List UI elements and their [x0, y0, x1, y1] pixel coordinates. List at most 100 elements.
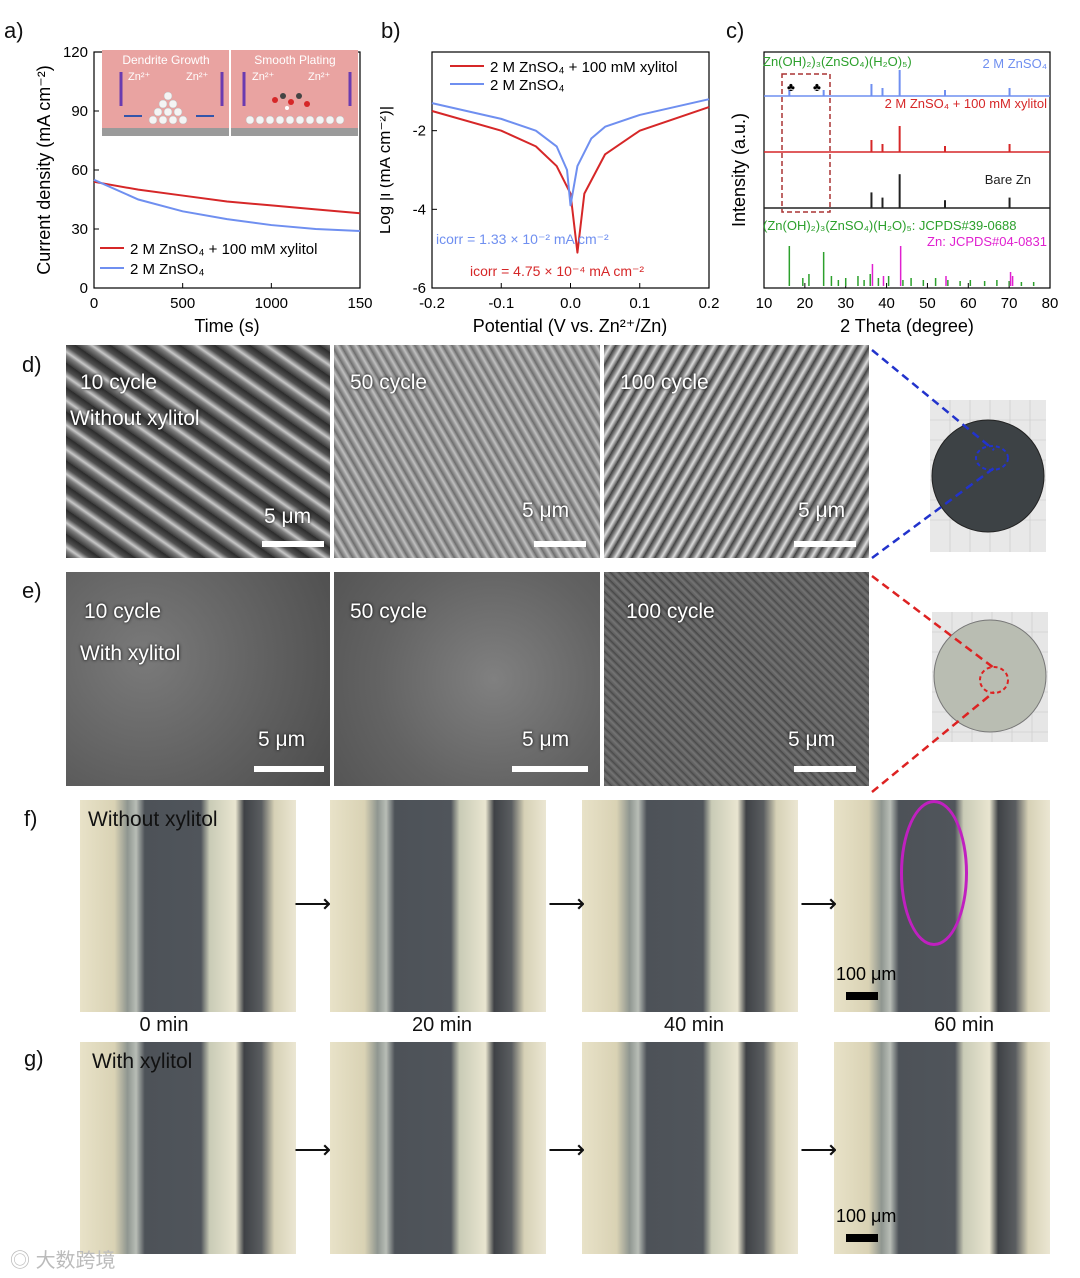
chart-a-ytick-label: 60 [71, 162, 88, 179]
chart-b: -0.2 -0.1 0.0 0.1 0.2 -6 -4 -2 2 M ZnSO₄ + 100 … [380, 51, 720, 336]
chart-c-xlabel: 2 Theta (degree) [840, 316, 974, 336]
electrode-photos [871, 349, 1048, 793]
microscope-image-f-0 [80, 800, 296, 1012]
panel-g-title: With xylitol [92, 1050, 193, 1073]
chart-c-xtick-label: 20 [797, 295, 814, 312]
microscope-scale-bar [846, 992, 878, 1000]
panel-label-f: f) [24, 806, 38, 831]
label-xylitol: 2 M ZnSO₄ + 100 mM xylitol [885, 96, 1048, 111]
label-zhs-top: Zn(OH)₂)₃(ZnSO₄)(H₂O)₅) [763, 54, 912, 69]
label-znso4: 2 M ZnSO₄ [982, 56, 1047, 71]
sem-e2-scale-text: 5 μm [522, 728, 570, 751]
chart-a-series-1 [93, 178, 361, 232]
chart-a-ytick-label: 90 [71, 103, 88, 120]
sem-e1-scale-text: 5 μm [258, 728, 306, 751]
inset-xylitol-molecules [272, 93, 310, 110]
label-ref-zhs: (Zn(OH)₂)₃(ZnSO₄)(H₂O)₅: JCPDS#39-0688 [763, 218, 1016, 233]
sem-d3-cycle: 100 cycle [620, 371, 709, 394]
inset-ion-3: Zn²⁺ [252, 71, 275, 83]
chart-b-ytick-label: -6 [413, 280, 426, 297]
legend-b-xylitol: 2 M ZnSO₄ + 100 mM xylitol [490, 59, 677, 76]
sem-e2-scale-bar [512, 766, 588, 772]
chart-a-xlabel: Time (s) [194, 316, 259, 336]
sem-d1-note: Without xylitol [70, 407, 200, 430]
watermark: ◎ 大数跨境 [10, 1244, 116, 1273]
arrow-right-icon: ⟶ [800, 888, 838, 918]
time-label-20: 20 min [411, 1014, 473, 1036]
time-label-0: 0 min [139, 1014, 189, 1036]
microscope-scale-text: 100 μm [836, 1206, 897, 1226]
chart-c-xtick-label: 80 [1042, 295, 1059, 312]
arrow-right-icon: ⟶ [800, 1134, 838, 1164]
panel-label-g: g) [24, 1046, 44, 1071]
sem-e3-cycle: 100 cycle [626, 600, 715, 623]
chart-b-ylabel: Log |i (mA cm⁻²)| [380, 106, 394, 234]
sem-d-100-cycle: 100 cycle 5 μm [604, 345, 869, 558]
sem-e1-note: With xylitol [80, 642, 181, 665]
chart-c-lines [764, 70, 1050, 286]
inset-right-title: Smooth Plating [254, 53, 335, 67]
chart-a-inset: Dendrite Growth Smooth Plating Zn²⁺ Zn²⁺… [102, 50, 358, 136]
chart-c-xtick-label: 50 [919, 295, 936, 312]
chart-c-xtick-label: 10 [756, 295, 773, 312]
sem-d2-scale-bar [534, 541, 586, 547]
sem-d3-scale-bar [794, 541, 856, 547]
chart-a-xtick-label: 0 [90, 295, 98, 312]
chart-b-series-1 [431, 98, 710, 207]
chart-c-xtick-label: 60 [960, 295, 977, 312]
panel-label-e: e) [22, 578, 42, 603]
chart-b-xlabel: Potential (V vs. Zn²⁺/Zn) [473, 316, 668, 336]
annotation-icorr-znso4: icorr = 1.33 × 10⁻² mA cm⁻² [436, 231, 609, 247]
arrow-right-icon: ⟶ [548, 1134, 586, 1164]
chart-b-ytick-label: -2 [413, 123, 426, 140]
sem-d1-scale-text: 5 μm [264, 505, 312, 528]
panel-f-title: Without xylitol [88, 808, 218, 831]
highlight-box [781, 73, 831, 213]
dendrite-highlight-ellipse [900, 800, 968, 946]
sem-e-50-cycle: 50 cycle 5 μm [334, 572, 600, 786]
photo-d-zn-disc [931, 419, 1045, 533]
chart-b-xtick-label: 0.1 [629, 295, 650, 312]
panel-label-c: c) [726, 18, 745, 43]
microscope-image-f-3: 100 μm [834, 800, 1050, 1012]
legend-b-znso4: 2 M ZnSO₄ [490, 77, 564, 94]
microscope-image-g-1 [330, 1042, 546, 1254]
sem-e1-cycle: 10 cycle [84, 600, 162, 623]
chart-c-ylabel: Intensity (a.u.) [729, 113, 749, 227]
inset-dendrite-spheres [148, 91, 188, 125]
label-ref-zn: Zn: JCPDS#04-0831 [927, 234, 1047, 249]
microscope-image-f-1 [330, 800, 546, 1012]
chart-b-xtick-label: -0.2 [419, 295, 445, 312]
sem-e2-cycle: 50 cycle [350, 600, 428, 623]
arrow-right-icon: ⟶ [294, 888, 332, 918]
connector-d-top [871, 349, 995, 451]
legend-a-xylitol: 2 M ZnSO₄ + 100 mM xylitol [130, 241, 317, 258]
sem-d1-cycle: 10 cycle [80, 371, 158, 394]
microscope-image-f-2 [582, 800, 798, 1012]
chart-c-frame [763, 51, 1051, 289]
chart-b-lines [431, 98, 710, 254]
chart-b-series-0 [431, 106, 710, 254]
chart-a-ytick-label: 120 [63, 44, 88, 61]
chart-a-xtick-label: 500 [170, 295, 195, 312]
connector-e-bottom [871, 691, 995, 793]
microscope-scale-text: 100 μm [836, 964, 897, 984]
sem-e1-scale-bar [254, 766, 324, 772]
time-label-60: 60 min [933, 1014, 995, 1036]
chart-b-xtick-label: 0.0 [560, 295, 581, 312]
chart-a-lines [93, 178, 361, 232]
panel-label-a: a) [4, 18, 24, 43]
time-label-40: 40 min [663, 1014, 725, 1036]
marker-club-1: ♣ [787, 80, 795, 94]
chart-a-ytick-label: 30 [71, 221, 88, 238]
sem-e3-scale-bar [794, 766, 856, 772]
inset-ion-2: Zn²⁺ [186, 71, 209, 83]
chart-a-xtick-label: 1000 [255, 295, 288, 312]
arrow-right-icon: ⟶ [548, 888, 586, 918]
inset-ion-1: Zn²⁺ [128, 71, 151, 83]
chart-c-xtick-label: 40 [878, 295, 895, 312]
sem-d1-scale-bar [262, 541, 324, 547]
chart-a-series-0 [93, 180, 361, 215]
chart-c-xtick-label: 30 [837, 295, 854, 312]
chart-b-xtick-label: 0.2 [699, 295, 720, 312]
